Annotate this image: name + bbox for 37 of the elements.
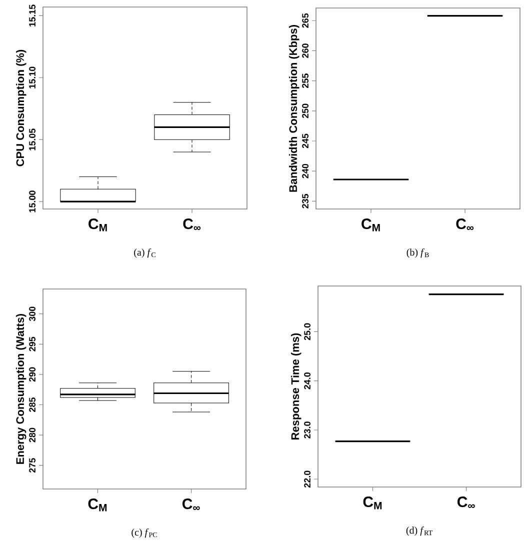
x-tick-label: C$_{M}$: [88, 218, 107, 232]
y-axis-title: Response Time (ms): [290, 333, 302, 440]
y-tick-label: 240: [302, 164, 308, 178]
text: (d) f$_{RT}$: [406, 526, 432, 536]
y-tick-label: 15.00: [29, 190, 36, 212]
y-axis-title: Bandwidth Consumption (Kbps): [288, 25, 300, 192]
y-tick-label: 280: [29, 428, 36, 442]
y-tick-label: 15.15: [29, 4, 36, 26]
y-tick-label: 250: [302, 104, 308, 118]
text: (a) f$_{C}$: [134, 248, 156, 258]
x-tick-label: C$_{M}$: [363, 496, 382, 510]
y-tick-label: 15.10: [29, 66, 36, 88]
y-tick-label: 25.0: [304, 323, 310, 340]
y-tick-label: 24.0: [304, 372, 310, 390]
y-axis-title: Energy Consumption (Watts): [16, 314, 26, 464]
x-tick-label: C$_{∞}$: [183, 218, 201, 230]
x-tick-label: C$_{M}$: [362, 218, 380, 232]
y-tick-label: 275: [29, 458, 36, 473]
y-tick-label: 290: [29, 367, 36, 382]
y-tick-label: 295: [29, 336, 36, 352]
y-axis-title: CPU Consumption (%): [16, 50, 26, 166]
y-tick-label: 285: [29, 398, 36, 412]
y-tick-label: 15.05: [29, 128, 36, 150]
y-tick-label: 22.0: [304, 470, 310, 488]
text: (c) f$_{PC}$: [132, 528, 157, 538]
x-tick-label: C$_{∞}$: [456, 218, 474, 230]
y-tick-label: 300: [29, 306, 36, 322]
text: (b) f$_{B}$: [406, 248, 429, 258]
x-tick-label: C$_{∞}$: [182, 498, 200, 510]
y-tick-label: 255: [302, 74, 308, 88]
y-tick-label: 23.0: [304, 422, 310, 438]
x-tick-label: C$_{∞}$: [457, 496, 475, 508]
y-tick-label: 260: [302, 44, 308, 58]
y-tick-label: 265: [302, 13, 308, 28]
x-tick-label: C$_{M}$: [88, 498, 107, 512]
y-tick-label: 245: [302, 134, 308, 148]
y-tick-label: 235: [302, 194, 308, 208]
